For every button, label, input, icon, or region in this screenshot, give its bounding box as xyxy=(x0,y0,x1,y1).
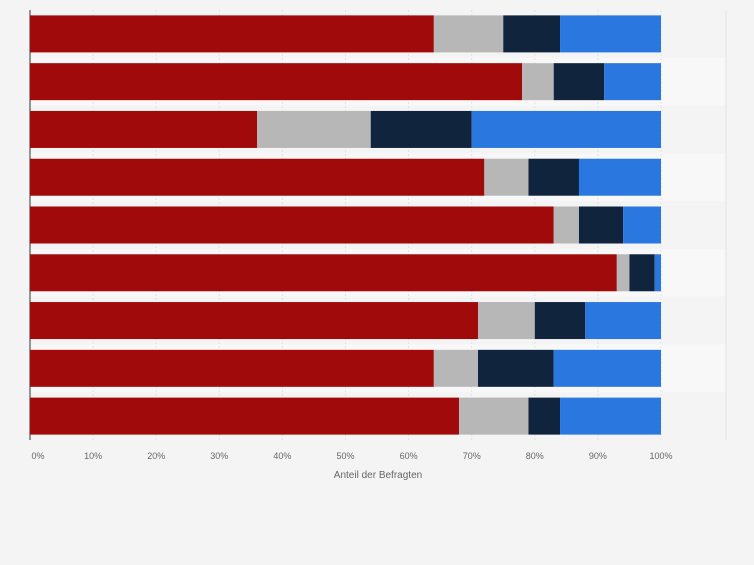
x-tick-label: 80% xyxy=(526,451,544,461)
x-tick-label: 90% xyxy=(589,451,607,461)
bar-segment xyxy=(629,254,655,292)
bar-segment xyxy=(30,63,523,101)
bar-segment xyxy=(370,110,472,148)
bar-segment xyxy=(257,110,371,148)
bar-segment xyxy=(623,206,661,244)
bar-segment xyxy=(604,63,661,101)
x-tick-label: 60% xyxy=(400,451,418,461)
bar-segment xyxy=(433,15,504,53)
bar-segment xyxy=(478,302,535,340)
x-tick-label: 50% xyxy=(336,451,354,461)
bar-segment xyxy=(522,63,554,101)
bar-segment xyxy=(484,158,529,196)
x-tick-label: 20% xyxy=(147,451,165,461)
bar-segment xyxy=(553,206,579,244)
bar-segment xyxy=(503,15,561,53)
bar-segment xyxy=(30,15,434,53)
bar-segment xyxy=(459,397,529,435)
bar-segment xyxy=(30,158,485,196)
bar-segment xyxy=(478,349,554,387)
x-tick-label: 100% xyxy=(649,451,672,461)
x-tick-labels: 0% 10% 20% 30% 40% 50% 60% 70% 80% 90% 100% xyxy=(31,451,672,461)
bar-segment xyxy=(585,302,661,340)
bar-segment xyxy=(560,15,661,53)
bar-segment xyxy=(30,397,460,435)
bar-segment xyxy=(433,349,479,387)
bar-segment xyxy=(578,158,661,196)
bar-segment xyxy=(30,206,554,244)
bar-segment xyxy=(578,206,624,244)
bar-segment xyxy=(30,254,617,292)
bar-segment xyxy=(528,397,561,435)
x-tick-label: 30% xyxy=(210,451,228,461)
x-tick-label: 70% xyxy=(463,451,481,461)
bar-segment xyxy=(553,349,661,387)
bar-segment xyxy=(471,110,661,148)
x-tick-label: 0% xyxy=(31,451,44,461)
bar-segment xyxy=(560,397,661,435)
bar-segment xyxy=(30,349,434,387)
bar-segment xyxy=(654,254,661,292)
bar-segment xyxy=(616,254,630,292)
bar-segment xyxy=(30,110,258,148)
bar-segment xyxy=(553,63,605,101)
x-axis-label: Anteil der Befragten xyxy=(334,470,422,481)
bar-segment xyxy=(528,158,579,196)
x-tick-label: 40% xyxy=(273,451,291,461)
x-tick-label: 10% xyxy=(84,451,102,461)
bar-segment xyxy=(534,302,586,340)
bars xyxy=(30,15,661,435)
bar-segment xyxy=(30,302,479,340)
